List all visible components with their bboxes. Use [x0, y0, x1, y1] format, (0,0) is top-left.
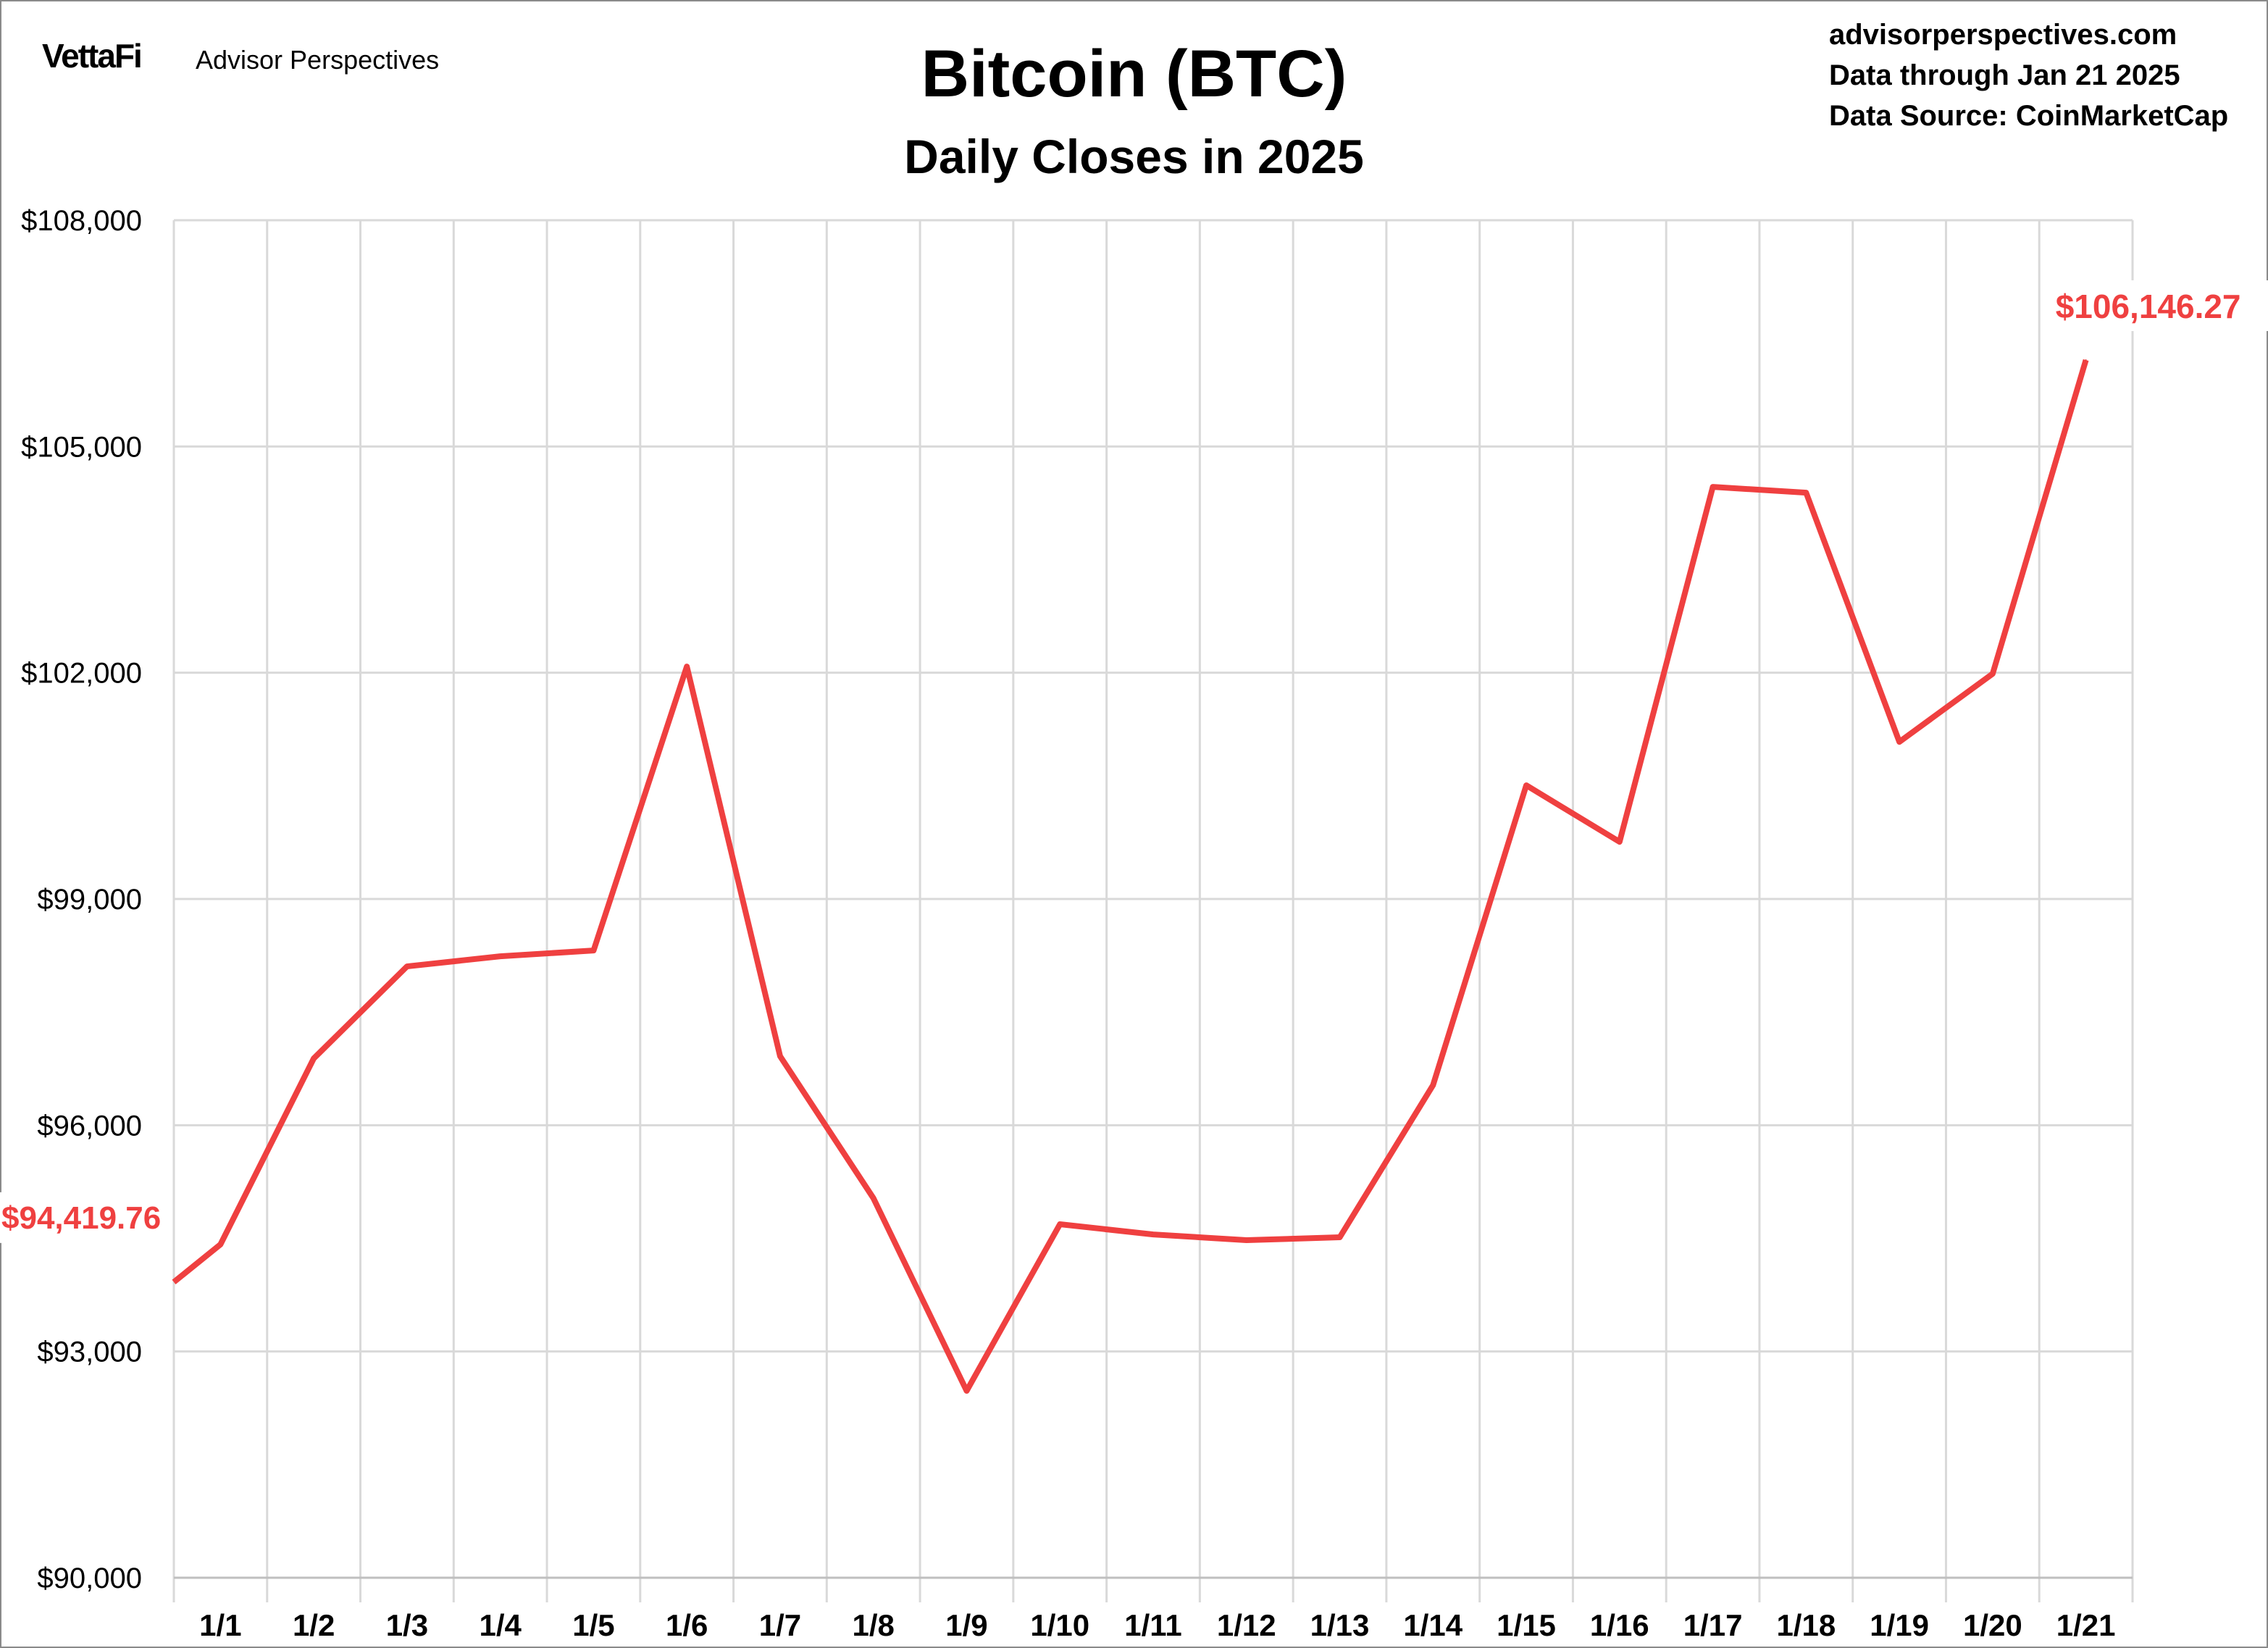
x-tick-label: 1/21 [2056, 1608, 2116, 1642]
first-value-label: $94,419.76 [1, 1200, 161, 1236]
x-tick-label: 1/7 [759, 1608, 801, 1642]
y-tick-label: $90,000 [37, 1563, 142, 1594]
data-point [1245, 1239, 1247, 1241]
series-line [172, 359, 2089, 1394]
y-tick-label: $105,000 [21, 431, 142, 463]
x-tick-label: 1/1 [199, 1608, 241, 1642]
x-tick-label: 1/12 [1217, 1608, 1276, 1642]
data-point [593, 950, 595, 952]
data-point [499, 955, 501, 958]
x-tick-label: 1/16 [1590, 1608, 1649, 1642]
chart-title: Bitcoin (BTC) [921, 37, 1347, 111]
data-point [779, 1055, 781, 1058]
data-point [1432, 1084, 1434, 1087]
x-tick-label: 1/3 [386, 1608, 428, 1642]
x-tick-label: 1/13 [1310, 1608, 1370, 1642]
x-tick-label: 1/4 [479, 1608, 522, 1642]
data-point [872, 1197, 874, 1200]
source-info: advisorperspectives.com Data through Jan… [1829, 14, 2228, 136]
y-tick-label: $96,000 [37, 1110, 142, 1142]
x-tick-label: 1/18 [1776, 1608, 1836, 1642]
first-label-bg [0, 1192, 168, 1243]
data-point [1618, 841, 1620, 843]
data-source: Data Source: CoinMarketCap [1829, 100, 2229, 132]
chart-subtitle: Daily Closes in 2025 [904, 130, 1364, 183]
x-tick-label: 1/11 [1124, 1608, 1181, 1642]
y-tick-label: $108,000 [21, 205, 142, 237]
x-tick-label: 1/14 [1403, 1608, 1463, 1642]
data-point [313, 1058, 315, 1060]
x-tick-label: 1/20 [1963, 1608, 2022, 1642]
data-point [966, 1390, 968, 1392]
y-tick-label: $93,000 [37, 1337, 142, 1368]
x-tick-label: 1/2 [293, 1608, 335, 1642]
data-point [1991, 673, 1993, 675]
data-point [686, 666, 688, 668]
data-point [1899, 741, 1901, 743]
last-label-bg [2059, 280, 2268, 331]
brand-subtitle: Advisor Perspectives [196, 45, 440, 75]
data-point [219, 1243, 222, 1245]
site-url: advisorperspectives.com [1829, 19, 2177, 51]
y-tick-label: $102,000 [21, 658, 142, 690]
x-tick-label: 1/9 [945, 1608, 987, 1642]
x-tick-label: 1/15 [1497, 1608, 1556, 1642]
brand-logo: VettaFi [42, 37, 143, 75]
last-value-label: $106,146.27 [2056, 288, 2241, 325]
data-point [1339, 1237, 1341, 1239]
data-point [1805, 492, 1807, 494]
data-point [1526, 785, 1528, 787]
x-tick-label: 1/19 [1870, 1608, 1929, 1642]
x-tick-label: 1/8 [853, 1608, 895, 1642]
x-tick-label: 1/10 [1030, 1608, 1089, 1642]
data-point [1152, 1234, 1154, 1236]
data-point [1059, 1224, 1061, 1226]
data-point [2085, 359, 2087, 361]
x-tick-label: 1/5 [572, 1608, 614, 1642]
data-point [1712, 486, 1714, 488]
x-tick-label: 1/17 [1683, 1608, 1743, 1642]
data-through: Data through Jan 21 2025 [1829, 59, 2180, 91]
y-tick-label: $99,000 [37, 884, 142, 916]
x-tick-label: 1/6 [666, 1608, 708, 1642]
data-point [406, 966, 408, 968]
